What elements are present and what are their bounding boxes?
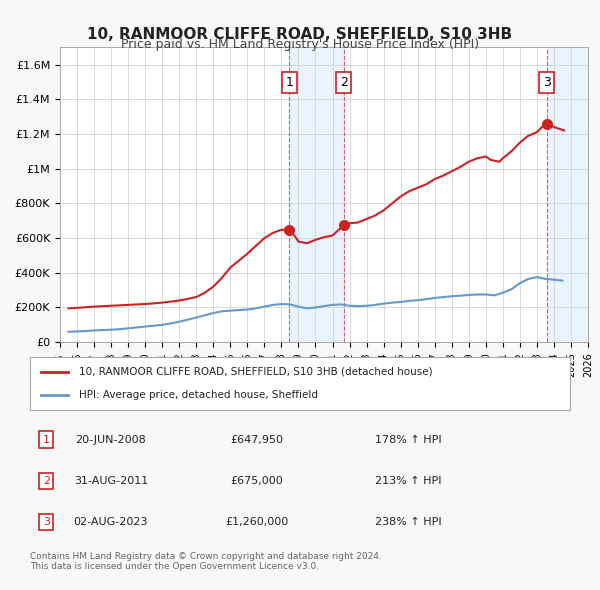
Text: 213% ↑ HPI: 213% ↑ HPI xyxy=(375,476,441,486)
Text: 1: 1 xyxy=(286,76,293,89)
Text: 20-JUN-2008: 20-JUN-2008 xyxy=(76,435,146,444)
Bar xyxy=(289,47,344,342)
Text: 178% ↑ HPI: 178% ↑ HPI xyxy=(374,435,442,444)
Text: 3: 3 xyxy=(43,517,50,527)
Text: Contains HM Land Registry data © Crown copyright and database right 2024.
This d: Contains HM Land Registry data © Crown c… xyxy=(30,552,382,571)
Text: 1: 1 xyxy=(43,435,50,444)
Bar xyxy=(547,47,588,342)
Text: 10, RANMOOR CLIFFE ROAD, SHEFFIELD, S10 3HB (detached house): 10, RANMOOR CLIFFE ROAD, SHEFFIELD, S10 … xyxy=(79,367,432,377)
Text: 238% ↑ HPI: 238% ↑ HPI xyxy=(374,517,442,527)
Text: 2: 2 xyxy=(340,76,347,89)
Text: 10, RANMOOR CLIFFE ROAD, SHEFFIELD, S10 3HB: 10, RANMOOR CLIFFE ROAD, SHEFFIELD, S10 … xyxy=(88,27,512,41)
Text: Price paid vs. HM Land Registry's House Price Index (HPI): Price paid vs. HM Land Registry's House … xyxy=(121,38,479,51)
Text: £675,000: £675,000 xyxy=(230,476,283,486)
Text: 3: 3 xyxy=(543,76,551,89)
Text: HPI: Average price, detached house, Sheffield: HPI: Average price, detached house, Shef… xyxy=(79,390,317,400)
Text: £647,950: £647,950 xyxy=(230,435,283,444)
Text: 31-AUG-2011: 31-AUG-2011 xyxy=(74,476,148,486)
Text: 02-AUG-2023: 02-AUG-2023 xyxy=(74,517,148,527)
Text: £1,260,000: £1,260,000 xyxy=(225,517,289,527)
Text: 2: 2 xyxy=(43,476,50,486)
